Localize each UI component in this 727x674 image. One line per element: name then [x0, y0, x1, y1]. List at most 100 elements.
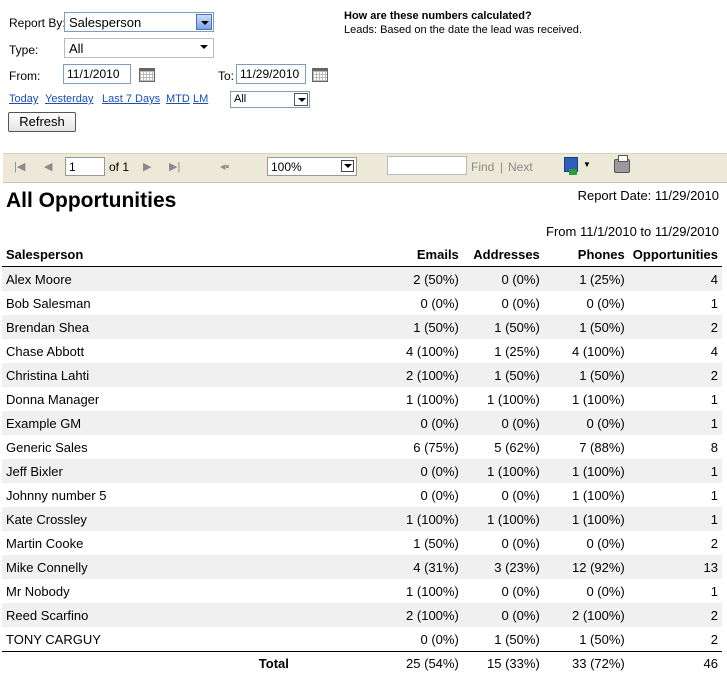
cell-opportunities: 13: [629, 555, 722, 579]
cell-addresses: 1 (25%): [463, 339, 544, 363]
next-link[interactable]: Next: [508, 160, 533, 174]
chevron-down-icon[interactable]: [294, 93, 308, 106]
print-icon[interactable]: [614, 159, 630, 173]
cell-phones: 2 (100%): [544, 603, 629, 627]
cell-salesperson: Generic Sales: [2, 435, 293, 459]
cell-opportunities: 2: [629, 603, 722, 627]
back-icon[interactable]: ◂▪: [220, 160, 229, 173]
cell-addresses: 1 (50%): [463, 315, 544, 339]
link-yesterday[interactable]: Yesterday: [45, 93, 94, 105]
cell-emails: 0 (0%): [293, 459, 463, 483]
cell-phones: 0 (0%): [544, 411, 629, 435]
to-label: To:: [218, 69, 234, 83]
find-link[interactable]: Find: [471, 160, 494, 174]
cell-phones: 1 (100%): [544, 459, 629, 483]
cell-salesperson: Example GM: [2, 411, 293, 435]
last-page-icon[interactable]: ▶|: [169, 160, 180, 173]
cell-emails: 2 (100%): [293, 603, 463, 627]
find-input[interactable]: [387, 156, 467, 175]
page-of-label: of 1: [109, 160, 129, 174]
link-lm[interactable]: LM: [193, 93, 208, 105]
cell-salesperson: Alex Moore: [2, 267, 293, 292]
cell-emails: 0 (0%): [293, 411, 463, 435]
cell-emails: 2 (100%): [293, 363, 463, 387]
cell-emails: 4 (100%): [293, 339, 463, 363]
cell-addresses: 0 (0%): [463, 531, 544, 555]
cell-phones: 12 (92%): [544, 555, 629, 579]
next-page-icon[interactable]: ▶: [143, 160, 151, 173]
cell-opportunities: 8: [629, 435, 722, 459]
cell-salesperson: Chase Abbott: [2, 339, 293, 363]
export-dropdown-icon[interactable]: ▼: [583, 160, 591, 169]
find-separator: |: [500, 160, 503, 174]
zoom-select[interactable]: 100%: [267, 157, 357, 176]
cell-emails: 2 (50%): [293, 267, 463, 292]
chevron-down-icon[interactable]: [196, 14, 212, 30]
cell-opportunities: 1: [629, 411, 722, 435]
to-date-input[interactable]: 11/29/2010: [236, 64, 306, 84]
page-number-input[interactable]: 1: [65, 157, 105, 176]
calendar-icon[interactable]: [139, 68, 155, 82]
col-opportunities: Opportunities: [629, 243, 722, 267]
cell-addresses: 1 (100%): [463, 459, 544, 483]
type-value: All: [69, 41, 83, 56]
cell-addresses: 0 (0%): [463, 267, 544, 292]
total-row: Total 25 (54%) 15 (33%) 33 (72%) 46: [2, 652, 722, 674]
cell-salesperson: Reed Scarfino: [2, 603, 293, 627]
type-label: Type:: [9, 43, 38, 57]
calendar-icon[interactable]: [312, 68, 328, 82]
cell-salesperson: Christina Lahti: [2, 363, 293, 387]
cell-emails: 0 (0%): [293, 627, 463, 652]
cell-salesperson: Mike Connelly: [2, 555, 293, 579]
cell-addresses: 0 (0%): [463, 483, 544, 507]
cell-phones: 4 (100%): [544, 339, 629, 363]
cell-addresses: 1 (50%): [463, 363, 544, 387]
cell-phones: 1 (50%): [544, 315, 629, 339]
report-by-select[interactable]: Salesperson: [64, 12, 214, 32]
info-answer: Leads: Based on the date the lead was re…: [344, 24, 582, 36]
cell-opportunities: 2: [629, 315, 722, 339]
report-by-label: Report By:: [9, 16, 66, 30]
cell-salesperson: TONY CARGUY: [2, 627, 293, 652]
link-last-7-days[interactable]: Last 7 Days: [102, 93, 160, 105]
cell-opportunities: 1: [629, 507, 722, 531]
cell-emails: 1 (100%): [293, 507, 463, 531]
cell-phones: 1 (100%): [544, 387, 629, 411]
report-toolbar: |◀ ◀ 1 of 1 ▶ ▶| ◂▪ 100% Find | Next ▼: [3, 153, 727, 183]
export-icon[interactable]: [564, 157, 578, 172]
refresh-button[interactable]: Refresh: [8, 112, 76, 132]
cell-emails: 1 (100%): [293, 387, 463, 411]
type-select[interactable]: All: [64, 38, 214, 58]
total-addresses: 15 (33%): [463, 652, 544, 674]
cell-addresses: 0 (0%): [463, 291, 544, 315]
from-date-input[interactable]: 11/1/2010: [63, 64, 131, 84]
cell-salesperson: Jeff Bixler: [2, 459, 293, 483]
cell-addresses: 0 (0%): [463, 603, 544, 627]
link-mtd[interactable]: MTD: [166, 93, 190, 105]
chevron-down-icon[interactable]: [196, 40, 212, 56]
cell-opportunities: 1: [629, 387, 722, 411]
link-today[interactable]: Today: [9, 93, 38, 105]
first-page-icon[interactable]: |◀: [14, 160, 25, 173]
total-label: Total: [2, 652, 293, 674]
previous-page-icon[interactable]: ◀: [44, 160, 52, 173]
cell-opportunities: 2: [629, 627, 722, 652]
cell-addresses: 3 (23%): [463, 555, 544, 579]
cell-addresses: 0 (0%): [463, 411, 544, 435]
report-date-range: From 11/1/2010 to 11/29/2010: [546, 224, 719, 239]
chevron-down-icon[interactable]: [341, 160, 354, 172]
cell-phones: 1 (50%): [544, 363, 629, 387]
opportunities-table: Salesperson Emails Addresses Phones Oppo…: [2, 243, 722, 674]
range-select[interactable]: All: [230, 91, 310, 108]
cell-phones: 1 (100%): [544, 507, 629, 531]
col-salesperson: Salesperson: [2, 243, 293, 267]
